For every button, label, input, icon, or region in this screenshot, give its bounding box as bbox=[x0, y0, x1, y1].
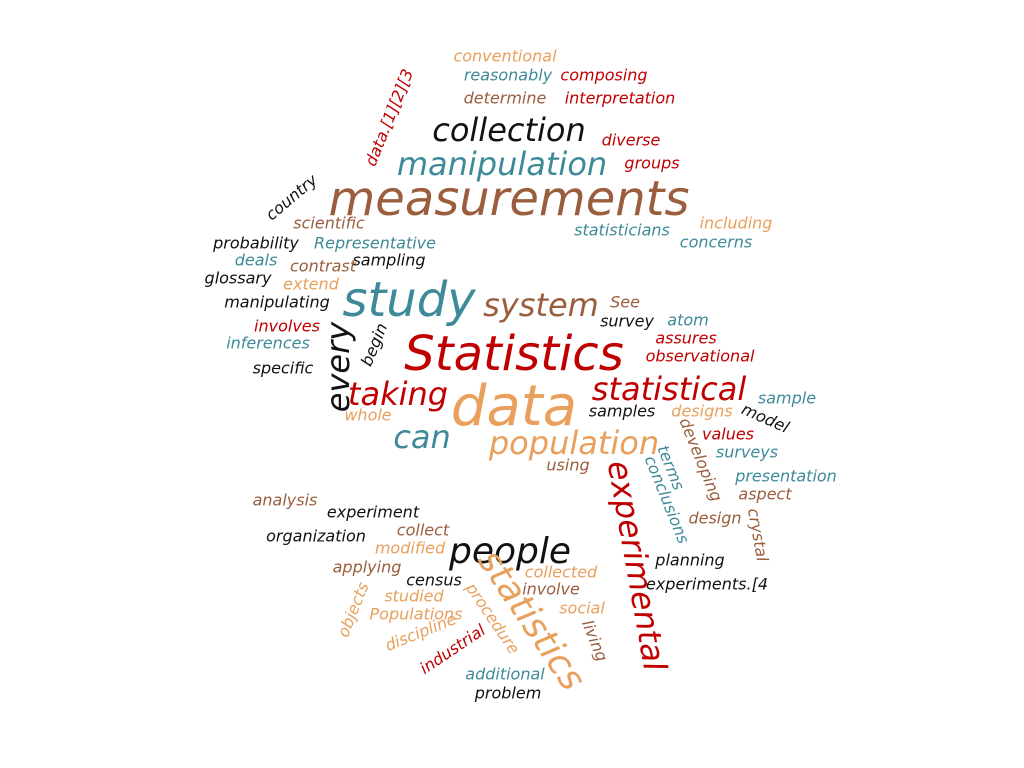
cloud-word: study bbox=[342, 272, 476, 328]
cloud-word: Representative bbox=[314, 234, 436, 253]
cloud-word: groups bbox=[624, 154, 679, 173]
cloud-word: design bbox=[688, 509, 741, 528]
cloud-word: extend bbox=[283, 275, 340, 294]
cloud-word: including bbox=[700, 214, 773, 233]
cloud-word: problem bbox=[474, 684, 542, 703]
cloud-word: reasonably bbox=[464, 66, 553, 85]
cloud-word: applying bbox=[333, 558, 402, 577]
cloud-word: See bbox=[610, 293, 640, 312]
cloud-word: involves bbox=[254, 317, 320, 336]
cloud-word: interpretation bbox=[565, 89, 676, 108]
cloud-word: whole bbox=[344, 406, 391, 425]
cloud-word: manipulation bbox=[397, 145, 607, 183]
cloud-word: glossary bbox=[205, 269, 272, 288]
cloud-word: presentation bbox=[734, 467, 837, 486]
cloud-word: Statistics bbox=[404, 326, 623, 382]
cloud-word: atom bbox=[667, 311, 708, 330]
cloud-word: manipulating bbox=[224, 293, 330, 312]
cloud-word: designs bbox=[671, 402, 732, 421]
cloud-word: planning bbox=[654, 551, 724, 570]
cloud-word: samples bbox=[589, 402, 656, 421]
cloud-word: sample bbox=[758, 389, 816, 408]
cloud-word: diverse bbox=[602, 131, 661, 150]
cloud-word: deals bbox=[235, 251, 278, 270]
cloud-word: living bbox=[578, 617, 612, 664]
cloud-word: measurements bbox=[329, 171, 690, 227]
cloud-word: statisticians bbox=[574, 221, 670, 240]
cloud-word: concerns bbox=[680, 233, 752, 252]
cloud-word: studied bbox=[384, 587, 444, 606]
cloud-word: sampling bbox=[352, 251, 425, 270]
cloud-word: aspect bbox=[738, 485, 792, 504]
cloud-word: probability bbox=[212, 234, 299, 253]
cloud-word: modified bbox=[375, 539, 446, 558]
cloud-word: collection bbox=[432, 111, 586, 149]
cloud-word: specific bbox=[253, 359, 314, 378]
cloud-word: analysis bbox=[253, 491, 318, 510]
cloud-word: taking bbox=[348, 375, 448, 413]
cloud-word: organization bbox=[266, 527, 366, 546]
cloud-word: scientific bbox=[293, 214, 365, 233]
cloud-word: collect bbox=[397, 521, 450, 540]
cloud-word: conventional bbox=[453, 47, 557, 66]
cloud-word: census bbox=[406, 571, 462, 590]
cloud-word: population bbox=[488, 424, 659, 462]
cloud-word: Populations bbox=[370, 605, 463, 624]
cloud-word: system bbox=[483, 286, 599, 324]
cloud-word: survey bbox=[600, 312, 654, 331]
cloud-word: every bbox=[319, 321, 357, 412]
cloud-word: observational bbox=[646, 347, 755, 366]
cloud-word: involve bbox=[522, 580, 580, 599]
cloud-word: values bbox=[702, 425, 754, 444]
cloud-word: composing bbox=[560, 66, 647, 85]
cloud-word: experiment bbox=[327, 503, 420, 522]
cloud-word: can bbox=[393, 418, 450, 456]
cloud-word: inferences bbox=[226, 334, 310, 353]
cloud-word: experiments.[4 bbox=[646, 575, 768, 594]
cloud-word: objects bbox=[333, 579, 372, 640]
cloud-word: statistical bbox=[592, 370, 747, 408]
cloud-word: contrast bbox=[290, 257, 357, 276]
cloud-word: surveys bbox=[716, 443, 778, 462]
cloud-word: determine bbox=[464, 89, 547, 108]
cloud-word: people bbox=[448, 531, 571, 572]
cloud-word: data bbox=[451, 374, 577, 439]
cloud-word: crystal bbox=[744, 507, 772, 564]
cloud-word: using bbox=[546, 456, 589, 475]
cloud-word: additional bbox=[465, 665, 545, 684]
cloud-word: social bbox=[559, 599, 605, 618]
cloud-word: assures bbox=[655, 329, 716, 348]
cloud-word: collected bbox=[525, 563, 598, 582]
